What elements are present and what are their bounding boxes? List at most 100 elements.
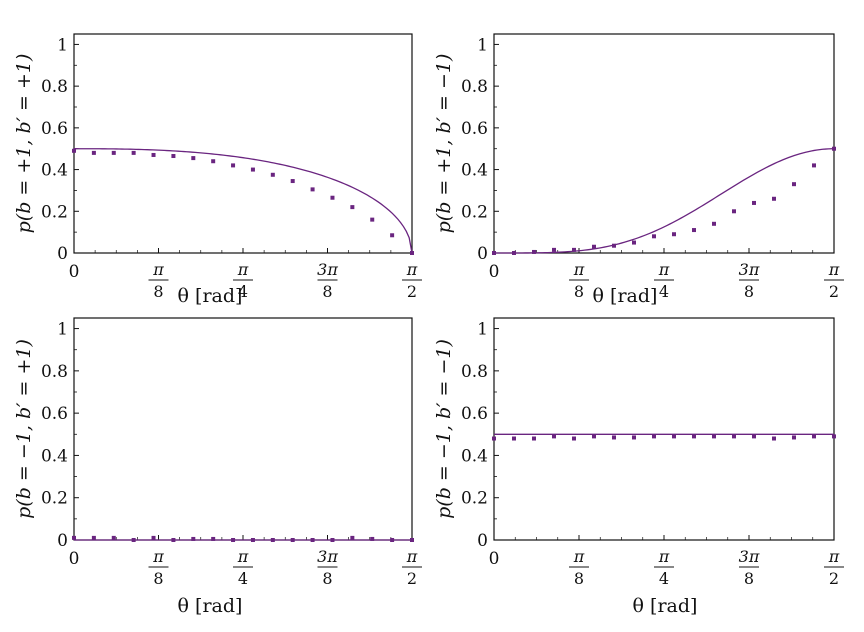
svg-text:π: π [658,260,670,279]
svg-text:π: π [828,260,840,279]
plot-frame [493,317,835,541]
svg-text:8: 8 [574,569,584,588]
plot-frame [493,33,835,254]
data-point [310,187,315,192]
svg-text:π: π [237,260,249,279]
data-point [72,535,76,540]
y-tick-label: 0.2 [41,202,68,222]
x-tick-label: π8 [148,547,169,588]
svg-text:π: π [406,547,418,566]
x-tick-label: π2 [402,547,422,588]
svg-text:π: π [573,260,585,279]
y-tick-label: 1 [57,35,68,55]
data-point [211,536,216,541]
data-point [131,150,136,155]
svg-text:8: 8 [153,569,163,588]
y-tick-label: 0 [477,531,488,551]
y-tick-label: 1 [477,320,488,340]
svg-text:4: 4 [659,569,669,588]
data-point [512,436,516,441]
data-point [592,434,596,439]
data-point [812,163,816,168]
svg-text:4: 4 [238,282,248,301]
svg-text:4: 4 [238,569,248,588]
y-tick-label: 0.2 [461,202,488,222]
svg-text:8: 8 [153,282,163,301]
y-tick-label: 0 [57,531,68,551]
x-tick-label: 0 [69,262,80,282]
y-tick-label: 0.6 [41,119,68,139]
y-tick-label: 1 [57,320,68,340]
data-point [211,159,216,164]
svg-text:8: 8 [322,569,332,588]
data-point [370,536,375,541]
svg-text:2: 2 [407,569,417,588]
data-point [171,538,176,542]
svg-text:π: π [573,547,585,566]
data-point [772,196,776,201]
data-point [151,152,156,157]
data-point [632,240,636,245]
x-tick-label: π4 [233,260,253,301]
svg-text:π: π [152,260,164,279]
data-point [270,538,275,542]
data-point [712,221,716,226]
x-axis-label: θ [rad] [178,595,243,617]
data-point [350,535,355,540]
svg-text:2: 2 [829,282,839,301]
y-tick-label: 0.4 [41,446,68,466]
data-point [752,200,756,205]
data-point [390,538,395,542]
data-point [330,195,335,200]
x-tick-label: π2 [824,547,844,588]
data-point [612,435,616,440]
data-point [512,251,516,255]
y-axis-label: p(b = +1, b′ = +1) [13,54,35,234]
data-point [492,436,496,441]
data-point [290,538,295,542]
data-point [792,435,796,440]
y-tick-label: 0.6 [461,404,488,424]
data-point [191,156,196,161]
svg-text:2: 2 [407,282,417,301]
data-point [732,209,736,214]
data-point [91,150,96,155]
y-tick-label: 0.2 [461,489,488,509]
data-point [672,232,676,237]
x-tick-label: π4 [654,260,674,301]
data-point [832,146,836,151]
data-point [131,538,136,542]
data-point [270,172,275,177]
plot-frame [73,317,413,541]
data-point [812,434,816,439]
x-tick-label: 0 [69,549,80,569]
data-point [72,148,76,153]
data-point [290,179,295,184]
svg-text:8: 8 [322,282,332,301]
data-point [370,217,375,222]
y-tick-label: 0.2 [41,489,68,509]
svg-text:π: π [658,547,670,566]
data-point [632,435,636,440]
data-point [111,535,116,540]
data-point [612,243,616,248]
svg-text:3π: 3π [739,547,760,566]
data-point [752,434,756,439]
data-point [552,434,556,439]
svg-text:3π: 3π [739,260,760,279]
data-point [532,249,536,254]
x-tick-label: π4 [654,547,674,588]
x-tick-label: 0 [489,262,500,282]
x-axis-label: θ [rad] [593,285,658,307]
svg-text:π: π [406,260,418,279]
y-tick-label: 0.6 [41,404,68,424]
x-tick-label: π2 [402,260,422,301]
plot-frame [73,33,413,254]
data-point [652,234,656,239]
data-point [832,434,836,439]
x-tick-label: π8 [569,260,589,301]
